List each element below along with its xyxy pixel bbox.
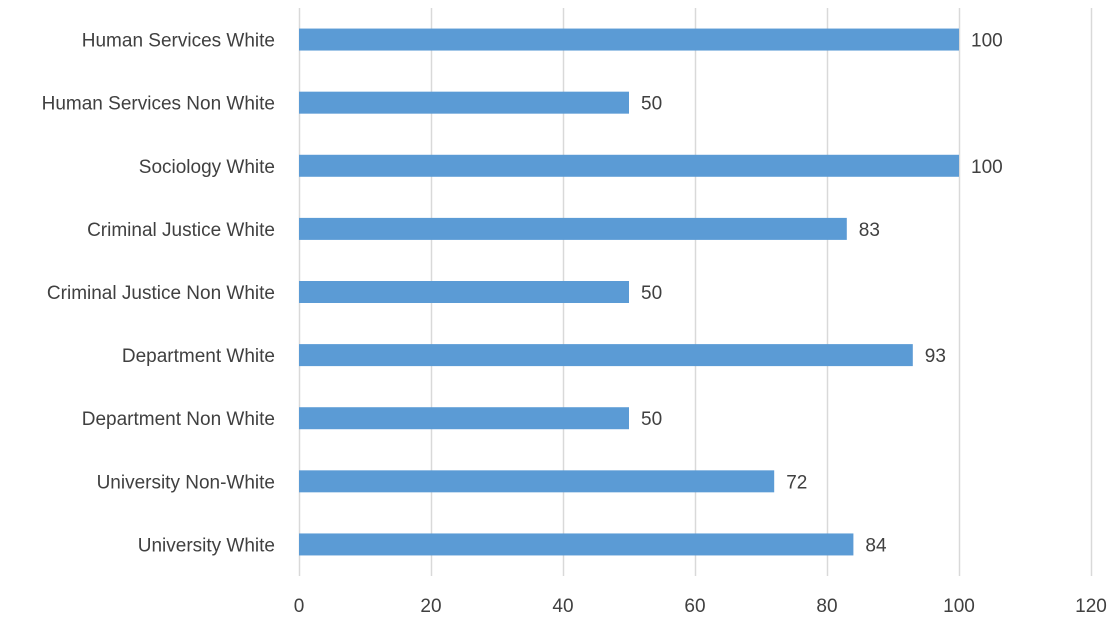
- category-label: Human Services Non White: [42, 94, 275, 115]
- bar: [299, 28, 959, 51]
- x-tick-label: 120: [1075, 596, 1107, 617]
- bars: [299, 28, 959, 556]
- category-label: University Non-White: [97, 472, 275, 493]
- category-label: Department Non White: [82, 409, 275, 430]
- bar: [299, 407, 629, 430]
- x-tick-label: 80: [816, 596, 837, 617]
- data-label: 84: [865, 535, 887, 556]
- data-label: 100: [971, 31, 1003, 52]
- bar: [299, 470, 775, 493]
- data-label: 93: [925, 346, 946, 367]
- data-label: 50: [641, 283, 662, 304]
- category-label: Department White: [122, 346, 275, 367]
- x-tick-label: 20: [420, 596, 441, 617]
- data-label: 50: [641, 94, 662, 115]
- category-labels: Human Services White Human Services Non W…: [42, 31, 275, 557]
- x-axis-tick-labels: 0 20 40 60 80 100 120: [294, 596, 1107, 617]
- data-labels: 100 50 100 83 50 93 50 72 84: [641, 31, 1003, 557]
- bar: [299, 91, 629, 114]
- bar: [299, 533, 854, 556]
- bar: [299, 281, 629, 303]
- data-label: 100: [971, 157, 1003, 178]
- data-label: 72: [786, 472, 807, 493]
- bar: [299, 154, 959, 177]
- category-label: Criminal Justice White: [87, 220, 275, 241]
- bar: [299, 217, 847, 240]
- category-label: Human Services White: [82, 31, 275, 52]
- x-tick-label: 60: [684, 596, 705, 617]
- x-tick-label: 40: [552, 596, 573, 617]
- category-label: Criminal Justice Non White: [47, 283, 275, 304]
- x-tick-label: 100: [943, 596, 975, 617]
- category-label: University White: [138, 535, 275, 556]
- x-tick-label: 0: [294, 596, 305, 617]
- data-label: 50: [641, 409, 662, 430]
- bar: [299, 344, 913, 367]
- data-label: 83: [859, 220, 880, 241]
- category-label: Sociology White: [139, 157, 275, 178]
